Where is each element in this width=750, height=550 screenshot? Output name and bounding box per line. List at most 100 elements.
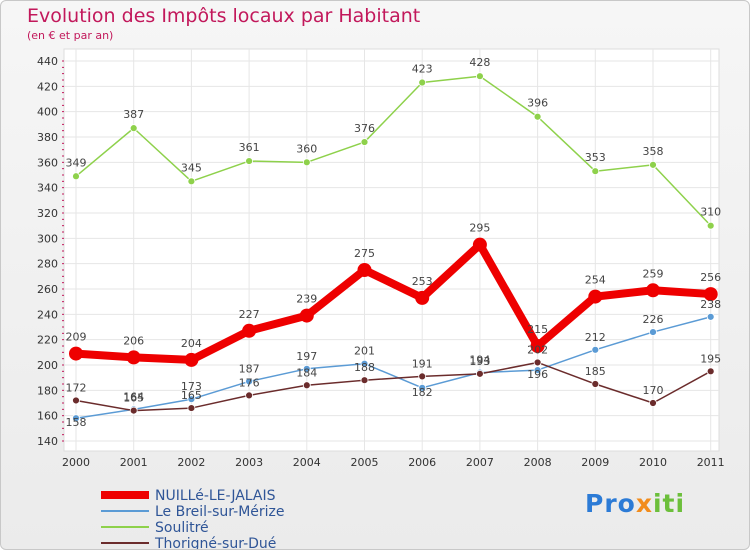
y-tick-label: 240 xyxy=(37,308,58,321)
data-point xyxy=(184,352,199,367)
data-label: 361 xyxy=(239,141,260,154)
data-point xyxy=(299,308,314,323)
y-tick-label: 180 xyxy=(37,384,58,397)
data-point xyxy=(706,367,715,376)
data-point xyxy=(360,359,369,368)
data-point xyxy=(703,287,718,302)
data-point xyxy=(302,158,311,167)
data-point xyxy=(129,124,138,133)
legend-label: NUILLé-LE-JALAIS xyxy=(155,488,276,504)
data-point xyxy=(302,381,311,390)
data-label: 428 xyxy=(469,56,490,69)
y-tick-label: 400 xyxy=(37,106,58,119)
data-label: 423 xyxy=(412,63,433,76)
data-point xyxy=(360,138,369,146)
y-tick-label: 200 xyxy=(37,359,58,372)
data-label: 182 xyxy=(412,386,433,399)
plot-area xyxy=(63,48,720,452)
data-point xyxy=(187,177,196,186)
data-label: 215 xyxy=(527,323,548,336)
data-point xyxy=(72,414,80,423)
chart-title: Evolution des Impôts locaux par Habitant xyxy=(27,5,421,27)
y-tick-label: 220 xyxy=(37,334,58,347)
data-point xyxy=(706,221,715,230)
series-line xyxy=(75,240,711,364)
data-label: 197 xyxy=(296,350,317,363)
data-point xyxy=(69,346,83,361)
series-line xyxy=(75,316,711,419)
data-label: 204 xyxy=(181,337,202,350)
data-label: 275 xyxy=(354,247,375,260)
data-label: 194 xyxy=(469,354,490,367)
data-label: 349 xyxy=(66,156,87,169)
y-tick-label: 280 xyxy=(37,258,58,271)
legend-label: Le Breil-sur-Mérize xyxy=(155,504,285,520)
chart-subtitle: (en € et par an) xyxy=(27,29,114,42)
x-tick-label: 2007 xyxy=(466,456,494,469)
data-label: 227 xyxy=(239,308,260,321)
data-point xyxy=(302,364,311,373)
data-label: 360 xyxy=(296,142,317,155)
y-tick-label: 420 xyxy=(37,80,58,93)
data-label: 212 xyxy=(585,331,606,344)
data-label: 209 xyxy=(66,331,87,344)
legend-label: Soulitré xyxy=(155,520,209,536)
data-label: 195 xyxy=(700,352,721,365)
data-point xyxy=(588,289,603,304)
x-tick-label: 2002 xyxy=(177,456,205,469)
data-label: 188 xyxy=(354,361,375,374)
data-label: 201 xyxy=(354,345,375,358)
data-label: 158 xyxy=(66,416,87,429)
y-tick-label: 440 xyxy=(37,55,58,68)
series-line xyxy=(75,75,712,227)
data-label: 170 xyxy=(643,384,664,397)
x-tick-label: 2001 xyxy=(120,456,148,469)
data-point xyxy=(533,112,542,121)
data-point xyxy=(187,395,196,404)
data-label: 376 xyxy=(354,122,375,135)
data-label: 196 xyxy=(527,368,548,381)
data-label: 396 xyxy=(527,97,548,110)
data-point xyxy=(706,312,715,321)
data-label: 226 xyxy=(643,313,664,326)
data-label: 345 xyxy=(181,161,202,174)
y-tick-label: 260 xyxy=(37,283,58,296)
data-label: 172 xyxy=(66,381,87,394)
x-tick-label: 2011 xyxy=(697,456,725,469)
data-label: 165 xyxy=(123,392,144,405)
data-label: 176 xyxy=(239,376,260,389)
data-label: 387 xyxy=(123,108,144,121)
data-point xyxy=(418,372,427,381)
data-point xyxy=(646,283,660,298)
data-point xyxy=(72,396,80,405)
data-label: 239 xyxy=(296,293,317,306)
data-label: 187 xyxy=(239,362,260,375)
x-tick-label: 2003 xyxy=(235,456,263,469)
data-label: 206 xyxy=(123,334,144,347)
data-label: 193 xyxy=(469,355,490,368)
data-label: 202 xyxy=(527,343,548,356)
y-tick-label: 360 xyxy=(37,156,58,169)
data-point xyxy=(415,290,430,305)
data-label: 310 xyxy=(700,206,721,219)
data-label: 256 xyxy=(700,271,721,284)
data-label: 253 xyxy=(412,275,433,288)
proxiti-logo: Proxiti xyxy=(585,489,686,518)
x-tick-label: 2008 xyxy=(524,456,552,469)
data-label: 254 xyxy=(585,274,606,287)
y-tick-label: 320 xyxy=(37,207,58,220)
data-point xyxy=(533,358,542,367)
data-point xyxy=(245,157,254,165)
x-tick-label: 2010 xyxy=(639,456,667,469)
data-point xyxy=(187,404,196,412)
data-label: 191 xyxy=(412,357,433,370)
data-point xyxy=(357,263,372,277)
data-point xyxy=(649,399,657,407)
data-point xyxy=(126,350,141,365)
y-tick-label: 160 xyxy=(37,410,58,423)
data-label: 164 xyxy=(123,390,144,403)
data-label: 259 xyxy=(643,267,664,280)
data-point xyxy=(475,72,484,81)
